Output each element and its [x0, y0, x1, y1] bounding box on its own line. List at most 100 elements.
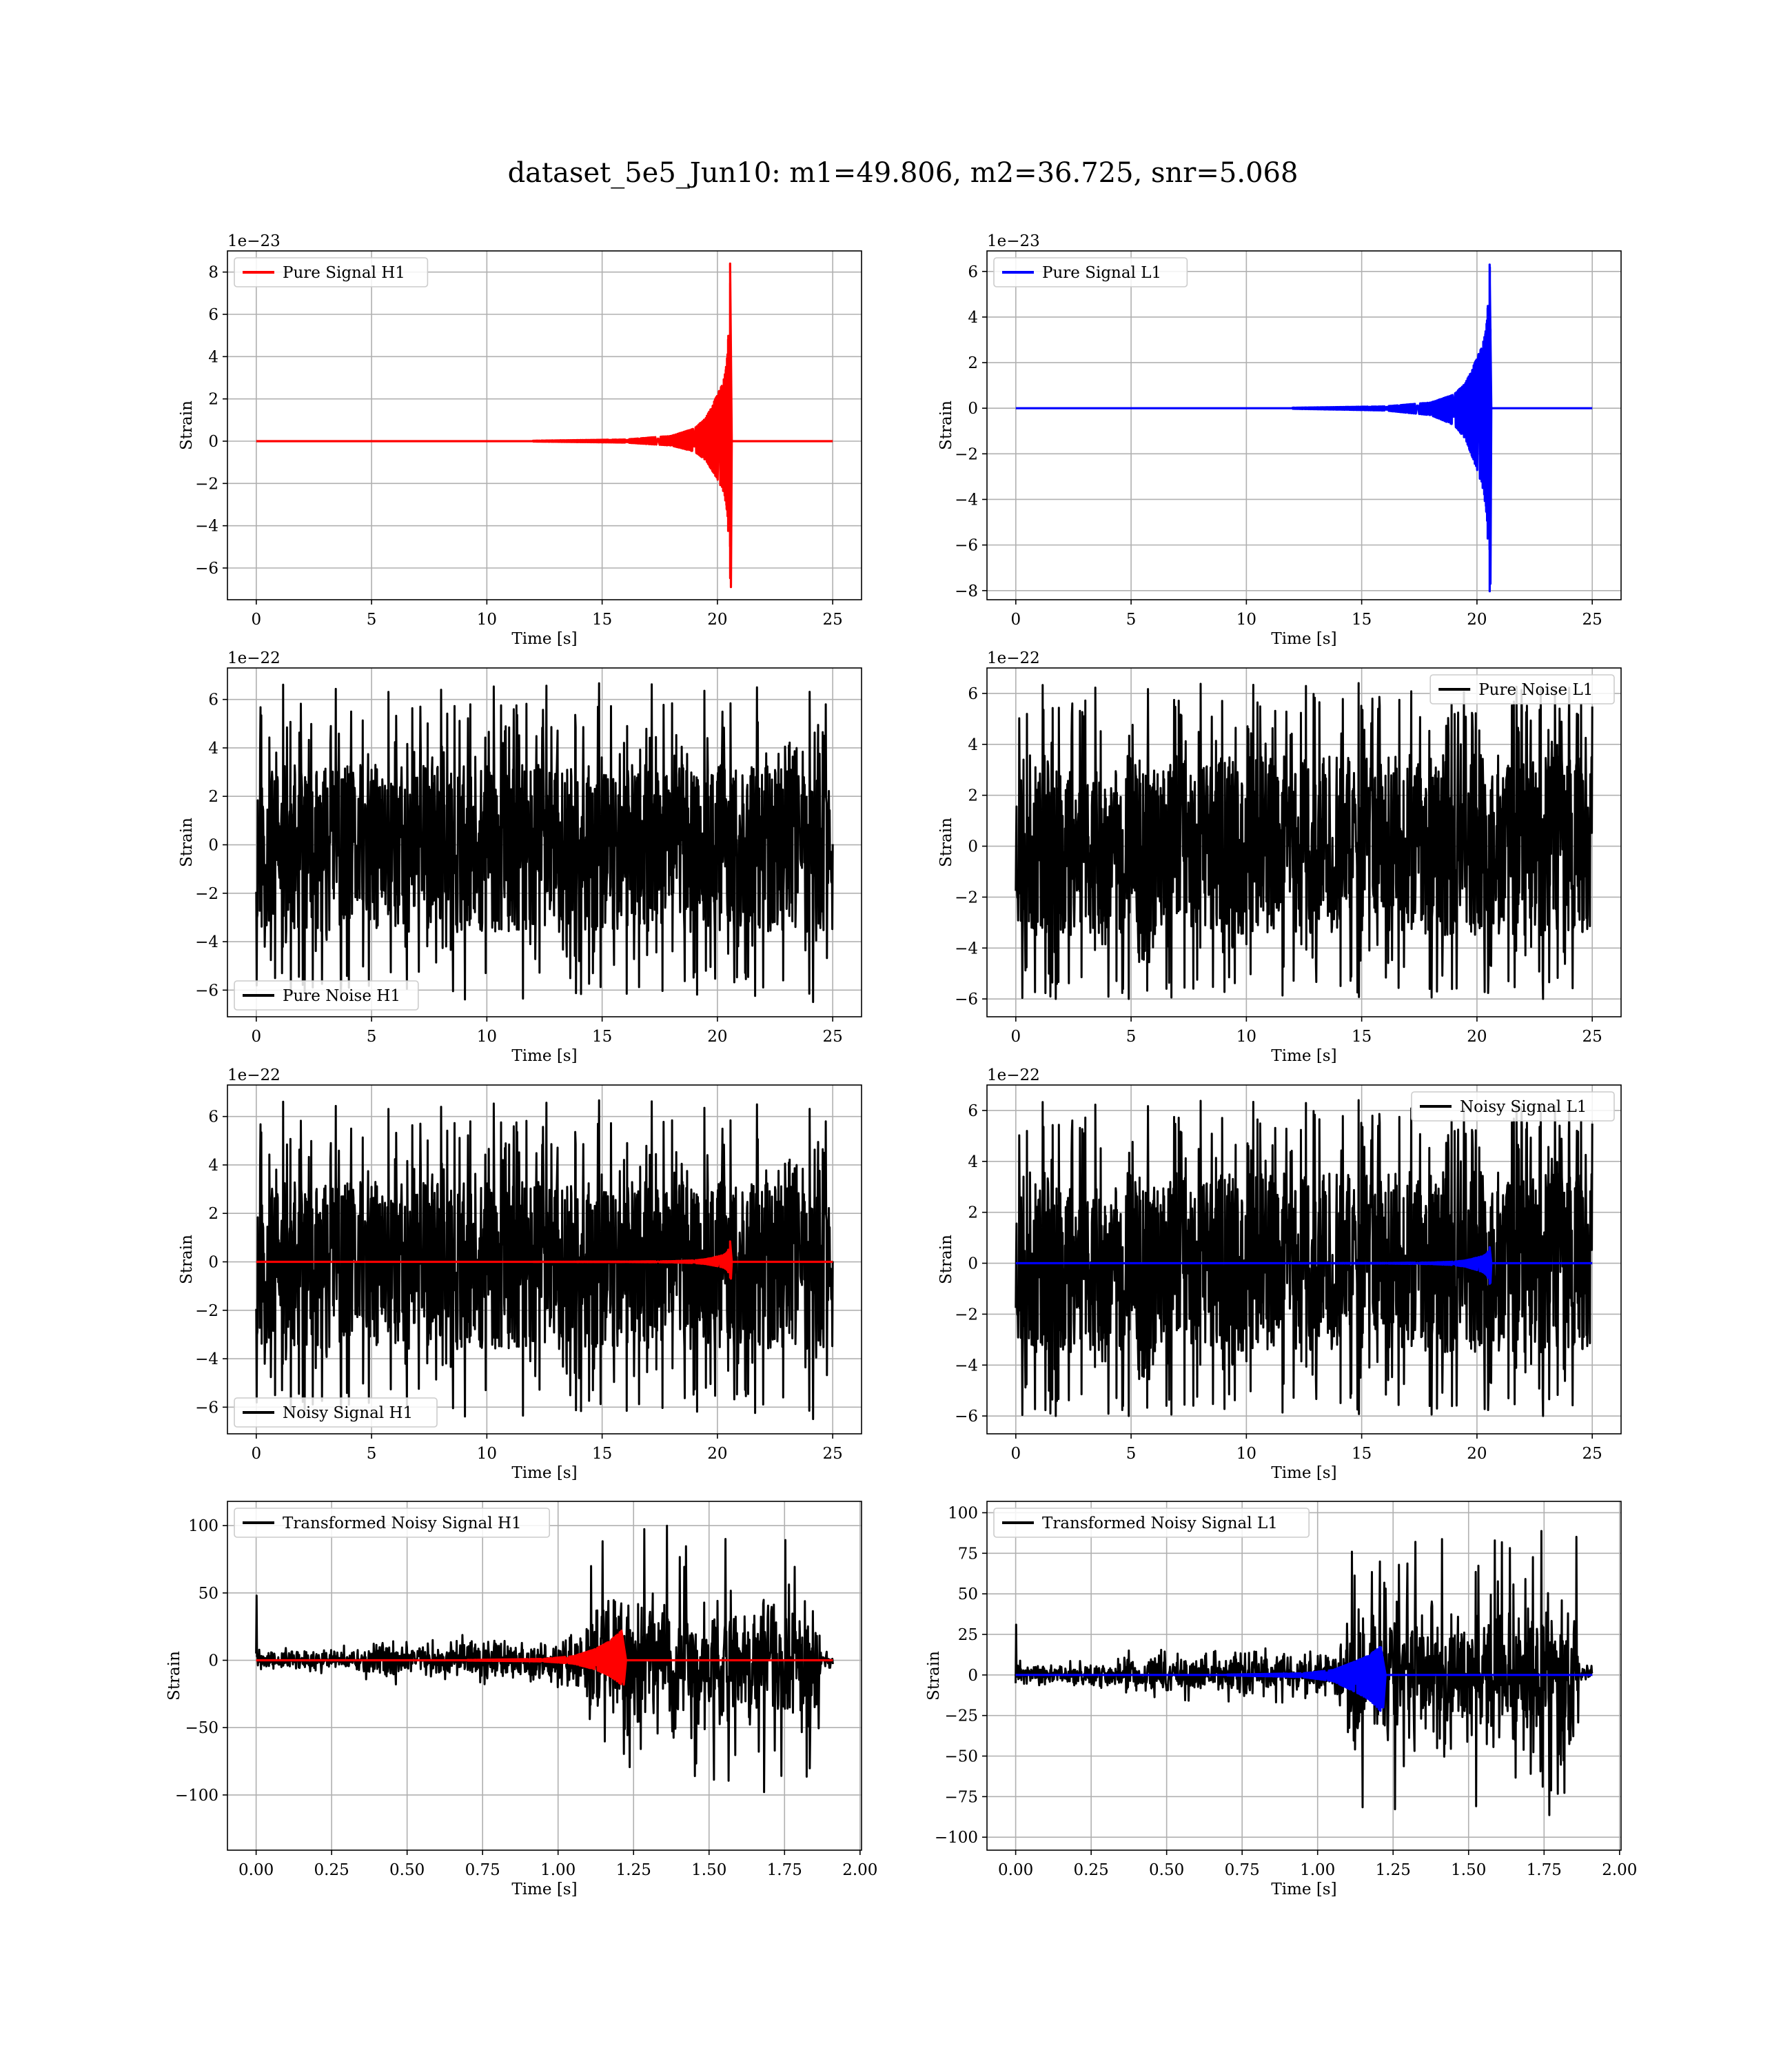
offset-text: 1e−23	[987, 232, 1040, 250]
y-tick-label: 0	[208, 837, 218, 855]
axes-frame	[986, 250, 1622, 600]
series-line-signal	[1015, 263, 1593, 593]
y-tick-label: 8	[208, 264, 218, 282]
y-axis-label: Strain	[178, 401, 196, 450]
legend-label: Pure Noise L1	[1478, 681, 1593, 699]
x-tick-label: 5	[367, 611, 377, 629]
y-tick-label: 2	[208, 1205, 218, 1223]
legend-label: Pure Noise H1	[283, 987, 400, 1005]
y-tick-label: 50	[958, 1585, 978, 1603]
x-tick-label: 1.75	[767, 1861, 802, 1879]
y-tick-label: −8	[955, 582, 978, 600]
y-tick-label: −6	[195, 982, 218, 1000]
y-axis-label: Strain	[925, 1651, 943, 1701]
series-line-signal	[256, 1240, 833, 1280]
y-tick-label: 0	[968, 1255, 978, 1273]
y-tick-label: 6	[968, 685, 978, 703]
series-line	[1015, 1099, 1594, 1417]
x-axis-label: Time [s]	[511, 1464, 577, 1482]
x-tick-label: 20	[1467, 1445, 1487, 1463]
y-tick-label: 0	[208, 433, 218, 451]
x-tick-label: 5	[367, 1028, 377, 1046]
x-tick-label: 0.75	[1225, 1861, 1260, 1879]
x-tick-label: 0	[1010, 1028, 1021, 1046]
x-tick-label: 1.00	[1300, 1861, 1335, 1879]
axes-frame	[227, 667, 862, 1017]
grid	[227, 1085, 862, 1434]
y-tick-label: −6	[955, 991, 978, 1008]
axes-frame	[986, 667, 1622, 1017]
y-tick-label: −2	[955, 889, 978, 906]
legend-label: Transformed Noisy Signal H1	[283, 1514, 522, 1532]
y-tick-label: 2	[968, 1204, 978, 1222]
legend-label: Pure Signal L1	[1042, 264, 1161, 282]
y-axis-label: Strain	[165, 1651, 183, 1701]
legend: Noisy Signal H1	[234, 1397, 438, 1428]
series-group	[255, 1524, 834, 1794]
y-tick-label: 75	[958, 1545, 978, 1563]
legend: Transformed Noisy Signal L1	[993, 1508, 1310, 1538]
y-tick-label: −4	[955, 491, 978, 509]
axes-frame	[986, 1084, 1622, 1435]
y-tick-label: 0	[968, 1667, 978, 1685]
x-tick-label: 15	[592, 611, 612, 629]
x-axis-label: Time [s]	[511, 1047, 577, 1065]
y-tick-label: 0	[968, 400, 978, 418]
legend-box	[234, 257, 429, 287]
x-tick-label: 0.75	[465, 1861, 500, 1879]
y-tick-label: −100	[175, 1787, 218, 1805]
series-line	[255, 682, 834, 1004]
y-tick-label: −6	[955, 537, 978, 555]
y-axis-label: Strain	[937, 818, 955, 867]
x-tick-label: 25	[1582, 1445, 1602, 1463]
y-tick-label: 6	[968, 263, 978, 281]
y-tick-label: 100	[188, 1517, 218, 1535]
x-tick-label: 15	[592, 1445, 612, 1463]
x-tick-label: 25	[823, 1445, 843, 1463]
y-tick-label: 25	[958, 1626, 978, 1644]
offset-text: 1e−22	[227, 649, 281, 667]
grid	[987, 1085, 1621, 1434]
grid	[227, 251, 862, 600]
series-line-signal	[256, 1630, 833, 1686]
series-group	[1015, 682, 1594, 1000]
y-axis-label: Strain	[937, 1235, 955, 1284]
x-tick-label: 10	[477, 1028, 497, 1046]
y-tick-label: −4	[955, 1357, 978, 1375]
series-line	[255, 1099, 834, 1421]
x-tick-label: 20	[1467, 1028, 1487, 1046]
x-tick-label: 15	[592, 1028, 612, 1046]
y-tick-label: −2	[195, 1302, 218, 1320]
x-tick-label: 10	[477, 611, 497, 629]
y-tick-label: −2	[195, 885, 218, 903]
x-tick-label: 10	[1236, 1028, 1256, 1046]
y-tick-label: 100	[948, 1504, 978, 1522]
x-tick-label: 1.75	[1527, 1861, 1562, 1879]
series-line	[1015, 1530, 1594, 1816]
series-group	[1015, 263, 1593, 593]
x-tick-label: 0	[251, 1445, 261, 1463]
axes-frame	[227, 1084, 862, 1435]
figure-title: dataset_5e5_Jun10: m1=49.806, m2=36.725,…	[507, 157, 1299, 189]
x-tick-label: 0.25	[314, 1861, 349, 1879]
legend-box	[1411, 1091, 1615, 1122]
y-tick-label: 4	[208, 740, 218, 758]
x-axis-label: Time [s]	[511, 630, 577, 648]
series-line-signal	[1015, 1645, 1593, 1712]
axes-frame	[986, 1501, 1622, 1851]
x-tick-label: 0.50	[1149, 1861, 1184, 1879]
legend: Transformed Noisy Signal H1	[234, 1508, 551, 1538]
y-tick-label: 6	[208, 1108, 218, 1126]
x-tick-label: 1.50	[691, 1861, 726, 1879]
x-tick-label: 25	[1582, 611, 1602, 629]
y-tick-label: −6	[195, 560, 218, 578]
y-axis-label: Strain	[937, 401, 955, 450]
x-tick-label: 0.25	[1074, 1861, 1109, 1879]
x-tick-label: 25	[823, 611, 843, 629]
grid	[987, 251, 1621, 600]
legend-box	[234, 1508, 551, 1538]
